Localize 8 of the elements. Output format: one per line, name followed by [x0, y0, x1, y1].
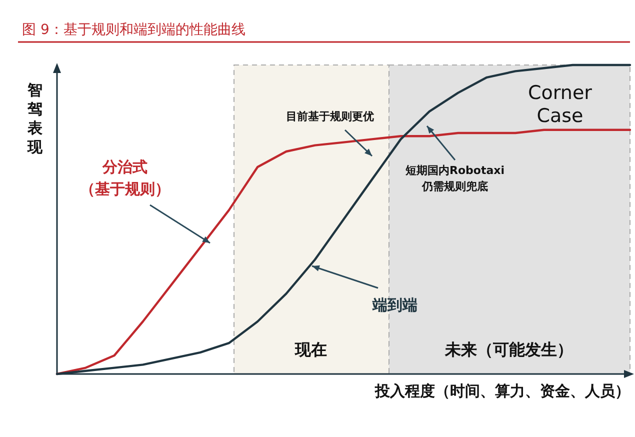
- annotation: 目前基于规则更优: [286, 110, 374, 123]
- x-axis-title: 投入程度（时间、算力、资金、人员）: [374, 382, 630, 400]
- annotation: 未来（可能发生）: [445, 340, 573, 359]
- annotation: Corner Case: [528, 82, 592, 127]
- annotation: 短期国内Robotaxi 仍需规则兜底: [406, 164, 504, 193]
- annotation: 现在: [295, 340, 327, 359]
- chart-title: 图 9：基于规则和端到端的性能曲线: [22, 22, 246, 38]
- y-axis-title: 智驾表现: [26, 81, 44, 156]
